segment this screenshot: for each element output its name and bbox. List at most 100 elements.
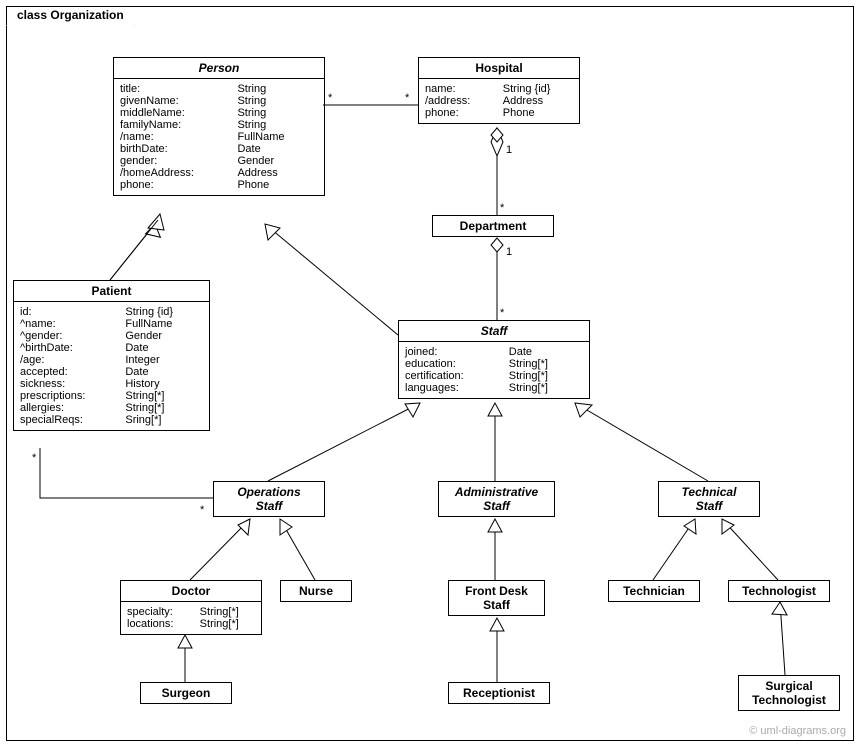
attr-type: Gender bbox=[125, 330, 203, 342]
attr-type: String[*] bbox=[509, 370, 583, 382]
attr-type: String bbox=[237, 119, 318, 131]
class-surgtech: Surgical Technologist bbox=[738, 675, 840, 711]
mult-hospital-dept-1: 1 bbox=[506, 144, 512, 156]
attr-name: certification: bbox=[405, 370, 499, 382]
attr-name: ^name: bbox=[20, 318, 115, 330]
class-hospital-body: name: String {id} /address: Address phone: Ph… bbox=[419, 79, 579, 123]
attr-type: Integer bbox=[125, 354, 203, 366]
watermark: © uml-diagrams.org bbox=[749, 725, 846, 737]
class-patient: Patient id:String {id}^name:FullName^gen… bbox=[13, 280, 210, 431]
class-department-title: Department bbox=[433, 216, 553, 236]
class-surgeon-title: Surgeon bbox=[141, 683, 231, 703]
attr-name: /address: bbox=[425, 95, 493, 107]
class-technician: Technician bbox=[608, 580, 700, 602]
attr-type: String[*] bbox=[509, 358, 583, 370]
attr-name: /name: bbox=[120, 131, 227, 143]
attr-type: String bbox=[237, 83, 318, 95]
mult-patient-opstaff-right: * bbox=[200, 504, 204, 516]
attr-name: ^birthDate: bbox=[20, 342, 115, 354]
class-frontdesk: Front Desk Staff bbox=[448, 580, 545, 616]
attr-type: String[*] bbox=[200, 618, 255, 630]
attr-type: Date bbox=[125, 342, 203, 354]
attr-name: specialty: bbox=[127, 606, 190, 618]
attr-type: Gender bbox=[237, 155, 318, 167]
class-staff: Staff joined: Date education: String[*] cert… bbox=[398, 320, 590, 399]
attr-name: name: bbox=[425, 83, 493, 95]
class-department: Department bbox=[432, 215, 554, 237]
class-doctor: Doctor specialty: String[*] locations: Stri… bbox=[120, 580, 262, 635]
class-technician-title: Technician bbox=[609, 581, 699, 601]
class-adminstaff: Administrative Staff bbox=[438, 481, 555, 517]
attr-name: givenName: bbox=[120, 95, 227, 107]
class-receptionist-title: Receptionist bbox=[449, 683, 549, 703]
class-techstaff: Technical Staff bbox=[658, 481, 760, 517]
class-surgtech-title: Surgical Technologist bbox=[739, 676, 839, 710]
class-techstaff-title: Technical Staff bbox=[659, 482, 759, 516]
attr-type: String bbox=[237, 95, 318, 107]
class-adminstaff-title: Administrative Staff bbox=[439, 482, 554, 516]
attr-name: joined: bbox=[405, 346, 499, 358]
attr-type: String[*] bbox=[509, 382, 583, 394]
attr-name: accepted: bbox=[20, 366, 115, 378]
attr-name: /age: bbox=[20, 354, 115, 366]
attr-type: FullName bbox=[237, 131, 318, 143]
attr-type: String[*] bbox=[125, 402, 203, 414]
attr-type: String[*] bbox=[125, 390, 203, 402]
attr-name: ^gender: bbox=[20, 330, 115, 342]
class-hospital-title: Hospital bbox=[419, 58, 579, 79]
attr-type: Address bbox=[237, 167, 318, 179]
mult-patient-opstaff-left: * bbox=[32, 452, 36, 464]
attr-type: Phone bbox=[237, 179, 318, 191]
mult-dept-staff-1: 1 bbox=[506, 246, 512, 258]
class-staff-body: joined: Date education: String[*] certificat… bbox=[399, 342, 589, 398]
attr-name: id: bbox=[20, 306, 115, 318]
attr-name: specialReqs: bbox=[20, 414, 115, 426]
attr-name: middleName: bbox=[120, 107, 227, 119]
class-staff-title: Staff bbox=[399, 321, 589, 342]
attr-name: allergies: bbox=[20, 402, 115, 414]
class-opstaff-title: Operations Staff bbox=[214, 482, 324, 516]
attr-type: String bbox=[237, 107, 318, 119]
class-doctor-title: Doctor bbox=[121, 581, 261, 602]
attr-name: phone: bbox=[120, 179, 227, 191]
class-patient-title: Patient bbox=[14, 281, 209, 302]
attr-name: education: bbox=[405, 358, 499, 370]
class-frontdesk-title: Front Desk Staff bbox=[449, 581, 544, 615]
mult-person-hospital-right: * bbox=[405, 92, 409, 104]
class-opstaff: Operations Staff bbox=[213, 481, 325, 517]
attr-type: String {id} bbox=[125, 306, 203, 318]
attr-type: String[*] bbox=[200, 606, 255, 618]
frame-tab: class Organization bbox=[6, 6, 135, 26]
mult-hospital-dept-star: * bbox=[500, 202, 504, 214]
attr-type: Sring[*] bbox=[125, 414, 203, 426]
attr-type: Address bbox=[503, 95, 573, 107]
attr-type: Phone bbox=[503, 107, 573, 119]
attr-name: locations: bbox=[127, 618, 190, 630]
attr-type: String {id} bbox=[503, 83, 573, 95]
class-person: Person title: String givenName: String middl… bbox=[113, 57, 325, 196]
class-nurse: Nurse bbox=[280, 580, 352, 602]
attr-name: birthDate: bbox=[120, 143, 227, 155]
attr-name: /homeAddress: bbox=[120, 167, 227, 179]
attr-type: Date bbox=[237, 143, 318, 155]
class-person-body: title: String givenName: String middleName: S… bbox=[114, 79, 324, 195]
attr-type: Date bbox=[125, 366, 203, 378]
attr-name: familyName: bbox=[120, 119, 227, 131]
attr-name: title: bbox=[120, 83, 227, 95]
attr-type: History bbox=[125, 378, 203, 390]
class-patient-body: id:String {id}^name:FullName^gender:Gend… bbox=[14, 302, 209, 430]
class-surgeon: Surgeon bbox=[140, 682, 232, 704]
attr-name: gender: bbox=[120, 155, 227, 167]
class-technologist-title: Technologist bbox=[729, 581, 829, 601]
class-nurse-title: Nurse bbox=[281, 581, 351, 601]
attr-type: Date bbox=[509, 346, 583, 358]
attr-name: phone: bbox=[425, 107, 493, 119]
class-receptionist: Receptionist bbox=[448, 682, 550, 704]
attr-name: languages: bbox=[405, 382, 499, 394]
attr-name: prescriptions: bbox=[20, 390, 115, 402]
class-technologist: Technologist bbox=[728, 580, 830, 602]
diagram-frame: class Organization Person title: String gi… bbox=[0, 0, 860, 747]
class-person-title: Person bbox=[114, 58, 324, 79]
class-doctor-body: specialty: String[*] locations: String[*] bbox=[121, 602, 261, 634]
class-hospital: Hospital name: String {id} /address: Addres… bbox=[418, 57, 580, 124]
